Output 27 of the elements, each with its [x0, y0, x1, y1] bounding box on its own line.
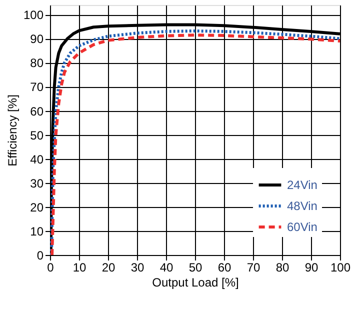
- y-tick-label: 70: [30, 80, 44, 94]
- y-tick-label: 80: [30, 56, 44, 70]
- x-tick-label: 10: [72, 260, 86, 274]
- y-tick-label: 100: [23, 8, 44, 22]
- y-tick-label: 30: [30, 176, 44, 190]
- x-tick-label: 30: [130, 260, 144, 274]
- y-tick-label: 60: [30, 104, 44, 118]
- x-tick-label: 80: [276, 260, 290, 274]
- y-tick-label: 90: [30, 32, 44, 46]
- legend-label: 24Vin: [287, 178, 318, 192]
- x-tick-label: 60: [218, 260, 232, 274]
- x-tick-label: 0: [47, 260, 54, 274]
- legend-label: 48Vin: [287, 199, 318, 213]
- y-axis-title: Efficiency [%]: [5, 94, 20, 166]
- y-tick-label: 50: [30, 128, 44, 142]
- x-tick-label: 70: [246, 260, 260, 274]
- x-axis-title: Output Load [%]: [152, 276, 239, 290]
- y-tick-label: 0: [36, 248, 44, 262]
- legend-label: 60Vin: [287, 220, 318, 234]
- y-tick-label: 40: [30, 152, 44, 166]
- x-tick-label: 50: [188, 260, 202, 274]
- x-tick-label: 20: [102, 260, 116, 274]
- x-tick-label: 40: [160, 260, 174, 274]
- y-tick-label: 20: [30, 200, 44, 214]
- x-tick-label: 90: [304, 260, 318, 274]
- y-tick-label: 10: [30, 224, 44, 238]
- x-tick-label: 100: [330, 260, 351, 274]
